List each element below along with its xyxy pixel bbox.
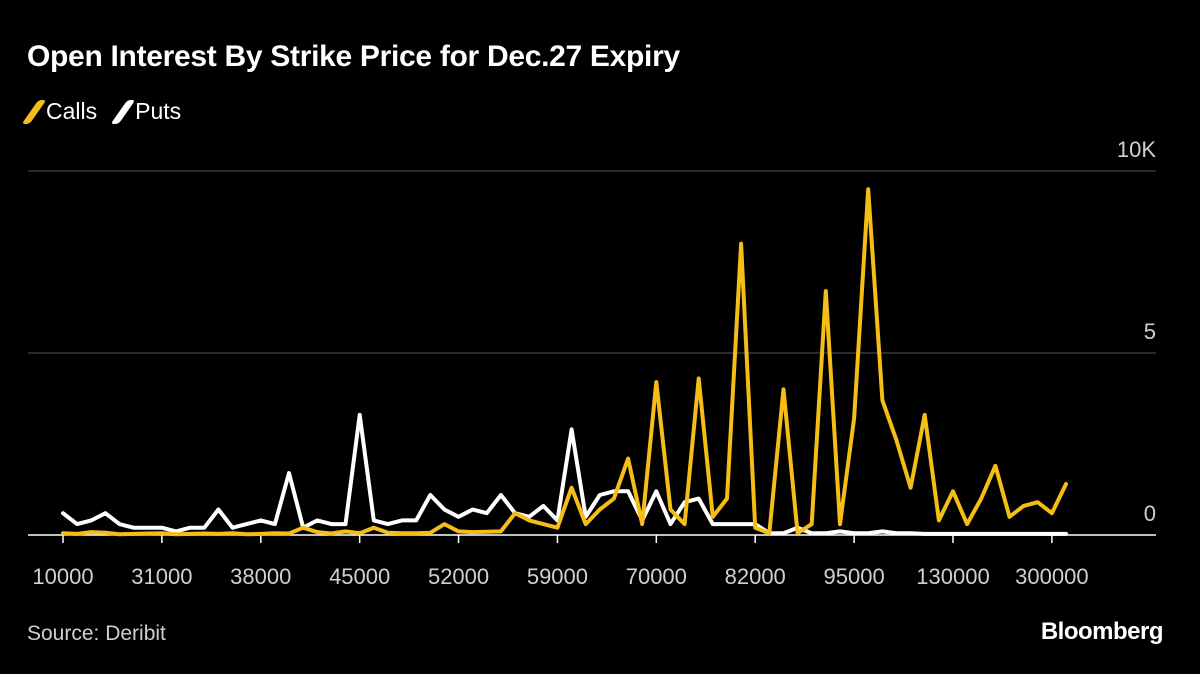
x-tick-label: 82000 bbox=[725, 564, 786, 589]
series-line-puts bbox=[61, 412, 1068, 536]
chart-title: Open Interest By Strike Price for Dec.27… bbox=[27, 40, 680, 73]
y-tick-label: 10K bbox=[1117, 137, 1156, 162]
x-tick-label: 95000 bbox=[824, 564, 885, 589]
x-tick-label: 70000 bbox=[626, 564, 687, 589]
legend-label-puts: Puts bbox=[135, 98, 182, 124]
x-tick-label: 130000 bbox=[916, 564, 989, 589]
bloomberg-logo: Bloomberg bbox=[1040, 618, 1164, 645]
legend-label-calls: Calls bbox=[46, 98, 98, 124]
series-lines bbox=[61, 187, 1068, 537]
y-tick-label: 5 bbox=[1144, 319, 1156, 344]
x-axis-ticks: 10000 31000 38000 45000 52000 59000 70000 82000… bbox=[32, 535, 1089, 589]
source-note: Source: Deribit bbox=[27, 622, 166, 645]
gridlines bbox=[28, 170, 1156, 536]
x-tick-label: 31000 bbox=[131, 564, 192, 589]
legend-item-calls: Calls bbox=[21, 98, 98, 125]
x-tick-label: 300000 bbox=[1015, 564, 1088, 589]
legend-item-puts: Puts bbox=[110, 98, 182, 125]
x-tick-label: 38000 bbox=[230, 564, 291, 589]
y-tick-label: 0 bbox=[1144, 501, 1156, 526]
legend: Calls Puts bbox=[21, 98, 182, 125]
x-tick-label: 52000 bbox=[428, 564, 489, 589]
x-tick-label: 59000 bbox=[527, 564, 588, 589]
x-tick-label: 10000 bbox=[32, 564, 93, 589]
x-tick-label: 45000 bbox=[329, 564, 390, 589]
series-line-calls bbox=[61, 187, 1068, 537]
y-axis-ticks: 10K 5 0 bbox=[1117, 137, 1156, 526]
